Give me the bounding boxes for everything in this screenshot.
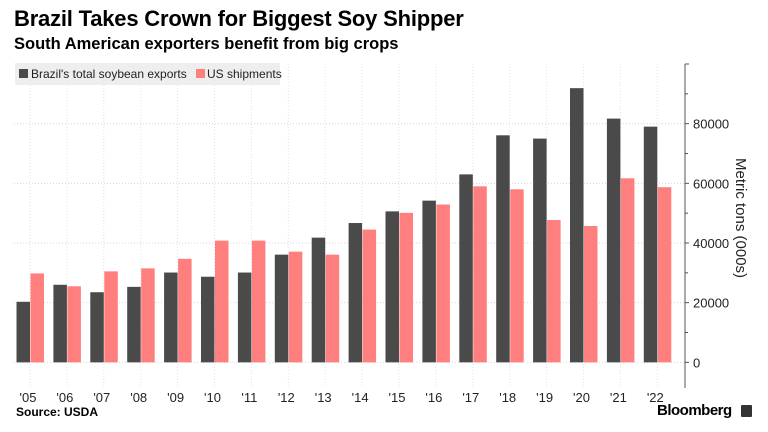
bar-brazil bbox=[164, 272, 178, 363]
bar-brazil bbox=[385, 211, 399, 363]
bar-brazil bbox=[348, 223, 363, 363]
bar-us bbox=[399, 212, 413, 363]
y-axis-label: Metric tons (000s) bbox=[732, 158, 749, 278]
x-tick-label: '06 bbox=[56, 390, 73, 405]
x-tick-label: '05 bbox=[20, 390, 37, 405]
bar-brazil bbox=[606, 118, 621, 363]
bar-us bbox=[657, 187, 672, 363]
bar-us bbox=[473, 186, 487, 363]
bloomberg-chart-icon bbox=[741, 405, 752, 417]
bar-us bbox=[620, 178, 635, 363]
x-tick-label: '16 bbox=[425, 390, 442, 405]
bar-us bbox=[584, 226, 598, 363]
x-tick-label: '09 bbox=[167, 390, 184, 405]
x-tick-label: '22 bbox=[647, 390, 664, 405]
legend-label-us: US shipments bbox=[207, 67, 282, 81]
x-tick-label: '20 bbox=[573, 390, 590, 405]
chart-subtitle: South American exporters benefit from bi… bbox=[14, 35, 399, 53]
x-tick-label: '15 bbox=[389, 390, 406, 405]
x-tick-label: '14 bbox=[352, 390, 369, 405]
bar-brazil bbox=[127, 286, 141, 363]
bar-brazil bbox=[90, 292, 104, 363]
y-tick-label: 0 bbox=[693, 355, 700, 370]
bar-brazil bbox=[237, 272, 252, 363]
bar-us bbox=[510, 189, 524, 363]
y-tick-label: 80000 bbox=[693, 117, 729, 132]
bar-brazil bbox=[53, 284, 67, 363]
x-tick-label: '12 bbox=[278, 390, 295, 405]
bar-us bbox=[67, 286, 81, 363]
bar-us bbox=[215, 240, 229, 363]
bar-us bbox=[547, 220, 561, 363]
y-tick-label: 20000 bbox=[693, 296, 729, 311]
bar-us bbox=[30, 273, 44, 363]
bar-brazil bbox=[459, 174, 473, 363]
bar-brazil bbox=[201, 276, 215, 363]
legend-background bbox=[15, 63, 280, 85]
legend: Brazil's total soybean exports US shipme… bbox=[15, 63, 282, 85]
y-tick-label: 40000 bbox=[693, 236, 729, 251]
bar-us bbox=[251, 240, 266, 363]
x-tick-label: '18 bbox=[499, 390, 516, 405]
bar-brazil bbox=[496, 135, 510, 363]
legend-swatch-us bbox=[196, 69, 205, 78]
x-tick-label: '10 bbox=[204, 390, 221, 405]
y-tick-label: 60000 bbox=[693, 176, 729, 191]
bar-us bbox=[141, 268, 155, 363]
bar-us bbox=[362, 229, 377, 363]
legend-swatch-brazil bbox=[19, 69, 28, 78]
x-tick-label: '07 bbox=[93, 390, 110, 405]
x-tick-label: '19 bbox=[536, 390, 553, 405]
bar-brazil bbox=[16, 301, 30, 363]
bar-brazil bbox=[311, 237, 326, 363]
chart-title: Brazil Takes Crown for Biggest Soy Shipp… bbox=[14, 6, 464, 31]
bar-brazil bbox=[643, 126, 658, 363]
bar-brazil bbox=[533, 138, 547, 363]
bar-us bbox=[178, 258, 192, 363]
bar-brazil bbox=[570, 88, 584, 363]
x-tick-label: '13 bbox=[315, 390, 332, 405]
legend-label-brazil: Brazil's total soybean exports bbox=[31, 67, 187, 81]
bloomberg-logo: Bloomberg bbox=[657, 402, 732, 419]
x-tick-label: '21 bbox=[610, 390, 627, 405]
bar-brazil bbox=[422, 200, 436, 363]
bar-us bbox=[104, 271, 118, 363]
bar-brazil bbox=[274, 254, 289, 363]
x-tick-label: '17 bbox=[462, 390, 479, 405]
x-tick-label: '11 bbox=[241, 390, 257, 405]
bar-us bbox=[436, 204, 450, 363]
source-note: Source: USDA bbox=[16, 405, 99, 419]
bar-us bbox=[325, 254, 340, 363]
bar-us bbox=[288, 251, 303, 363]
x-tick-label: '08 bbox=[130, 390, 147, 405]
